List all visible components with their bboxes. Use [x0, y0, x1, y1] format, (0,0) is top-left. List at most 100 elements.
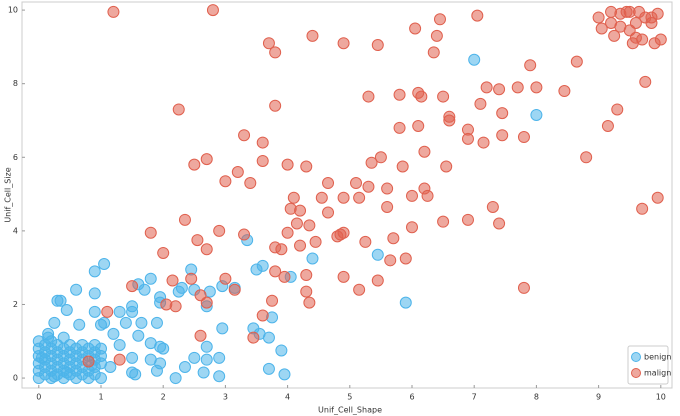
x-tick-label: 6 [409, 393, 414, 402]
point [101, 305, 114, 318]
point [496, 107, 509, 120]
point [178, 361, 191, 374]
point [135, 316, 148, 329]
point [98, 316, 111, 329]
y-tick-label: 0 [13, 374, 18, 383]
point [200, 153, 213, 166]
point [381, 182, 394, 195]
point [595, 22, 608, 35]
point [82, 355, 95, 368]
point [433, 13, 446, 26]
point [278, 270, 291, 283]
point [166, 274, 179, 287]
point [256, 259, 269, 272]
point [294, 204, 307, 217]
legend-label: malign [644, 369, 671, 378]
point [238, 228, 251, 241]
y-tick-label: 4 [13, 226, 18, 235]
point [60, 303, 73, 316]
point [262, 331, 275, 344]
point [350, 177, 363, 190]
point [517, 281, 530, 294]
x-tick-label: 10 [656, 393, 666, 402]
point [216, 322, 229, 335]
y-tick-label: 10 [8, 6, 18, 15]
point [399, 252, 412, 265]
point [654, 33, 667, 46]
point [144, 272, 157, 285]
plot-frame [21, 1, 673, 389]
point [412, 120, 425, 133]
point [42, 331, 55, 344]
legend-label: benign [644, 353, 671, 362]
point [188, 158, 201, 171]
point [119, 316, 132, 329]
point [219, 272, 232, 285]
point [60, 366, 73, 379]
point [651, 191, 664, 204]
point [381, 200, 394, 213]
point [172, 103, 185, 116]
point [493, 83, 506, 96]
point [645, 11, 658, 24]
point [269, 99, 282, 112]
point [290, 217, 303, 230]
point [157, 246, 170, 259]
point [601, 120, 614, 133]
point [461, 213, 474, 226]
point [371, 39, 384, 52]
point [362, 180, 375, 193]
point [256, 136, 269, 149]
point [415, 90, 428, 103]
point [306, 29, 319, 42]
point [300, 160, 313, 173]
point [94, 342, 107, 355]
point [275, 344, 288, 357]
point [315, 191, 328, 204]
point [200, 353, 213, 366]
point [281, 226, 294, 239]
point [362, 90, 375, 103]
point [73, 318, 86, 331]
point [337, 226, 350, 239]
x-tick-label: 8 [534, 393, 539, 402]
point [247, 331, 260, 344]
point [94, 372, 107, 385]
x-tick-label: 5 [347, 393, 352, 402]
point [396, 160, 409, 173]
point [200, 243, 213, 256]
point [175, 281, 188, 294]
point [306, 252, 319, 265]
point [371, 274, 384, 287]
point [88, 305, 101, 318]
point [107, 5, 120, 18]
point [113, 338, 126, 351]
point [309, 235, 322, 248]
point [144, 226, 157, 239]
point [104, 361, 117, 374]
x-tick-label: 4 [285, 393, 290, 402]
point [88, 287, 101, 300]
point [437, 215, 450, 228]
point [353, 191, 366, 204]
point [511, 81, 524, 94]
point [322, 206, 335, 219]
point [228, 283, 241, 296]
point [477, 136, 490, 149]
legend-marker [631, 368, 641, 378]
point [132, 329, 145, 342]
point [517, 131, 530, 144]
point [471, 9, 484, 22]
point [57, 331, 70, 344]
point [219, 175, 232, 188]
point [35, 351, 48, 364]
point [530, 108, 543, 121]
y-tick-label: 2 [13, 300, 18, 309]
point [486, 200, 499, 213]
point [437, 90, 450, 103]
point [558, 85, 571, 98]
point [113, 305, 126, 318]
point [169, 300, 182, 313]
point [421, 189, 434, 202]
